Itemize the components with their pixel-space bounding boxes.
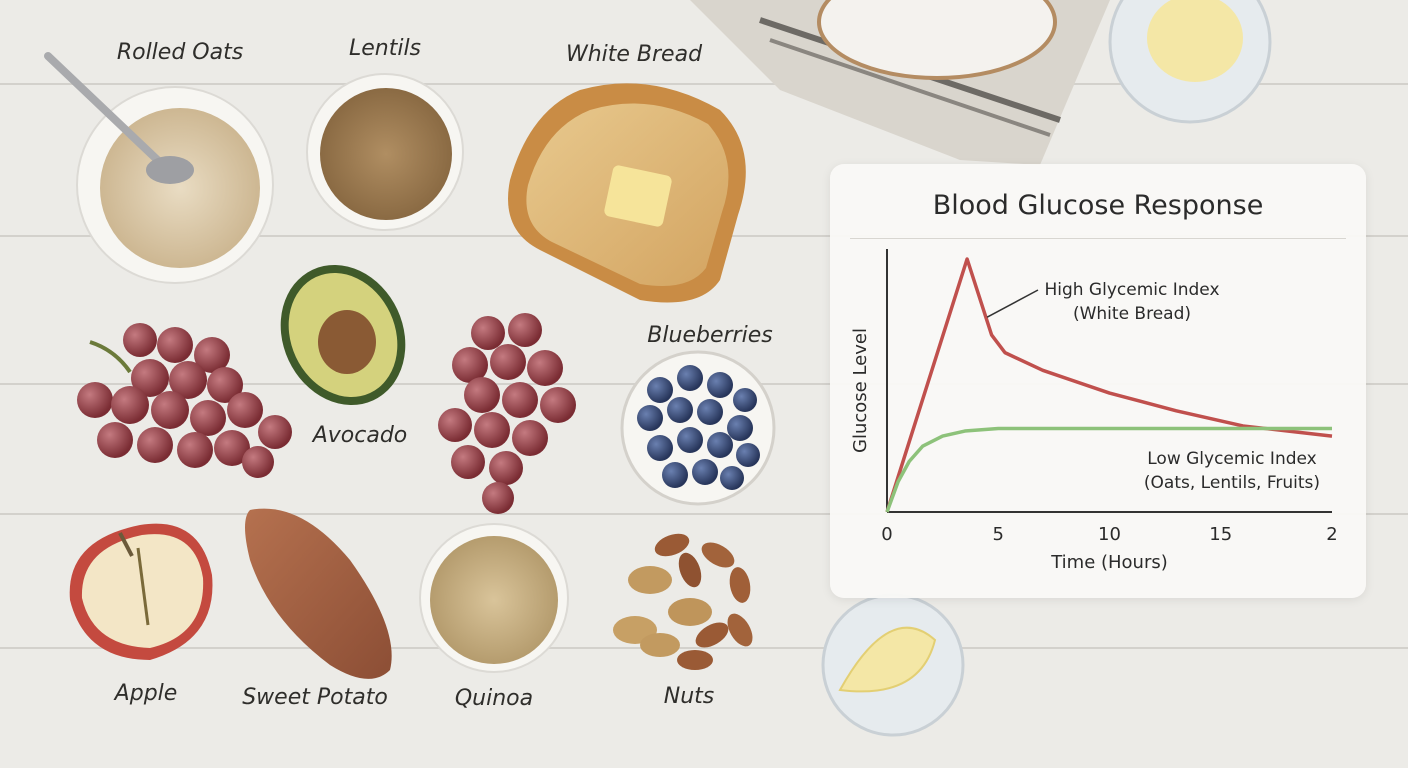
label-blueberries: Blueberries	[647, 323, 773, 348]
label-sweet-potato: Sweet Potato	[242, 685, 388, 710]
grapes-middle	[438, 313, 576, 514]
chart-title: Blood Glucose Response	[932, 190, 1264, 221]
series-layer	[885, 257, 1333, 513]
white-bread-toast	[508, 83, 746, 303]
label-rolled-oats: Rolled Oats	[116, 40, 244, 65]
water-glass-top	[1108, 0, 1272, 124]
x-tick-label: 0	[881, 524, 892, 545]
grapes-left	[77, 323, 292, 478]
high-gi-leader-line	[986, 289, 1039, 318]
high-gi-series-line	[885, 257, 1333, 513]
glucose-chart: Glucose Level Time (Hours) 0 5 10 15 2 High …	[850, 249, 1338, 573]
low-gi-annotation-line: Low Glycemic Index	[1147, 449, 1316, 469]
annotation-layer: High Glycemic Index (White Bread) Low Glyc…	[986, 280, 1320, 493]
x-tick-label: 5	[993, 524, 1004, 545]
x-tick-label: 2	[1326, 524, 1337, 545]
water-glass-bottom	[821, 593, 965, 737]
blueberries-bowl	[620, 350, 776, 506]
x-axis-label: Time (Hours)	[1050, 552, 1168, 573]
rolled-oats-bowl	[44, 52, 274, 284]
label-white-bread: White Bread	[565, 42, 703, 67]
label-lentils: Lentils	[348, 36, 422, 61]
title-divider	[850, 238, 1346, 239]
high-gi-annotation-line: High Glycemic Index	[1044, 280, 1219, 300]
high-gi-annotation-line: (White Bread)	[1073, 304, 1191, 324]
label-avocado: Avocado	[312, 423, 408, 448]
apple-half	[69, 523, 213, 660]
sweet-potato	[245, 508, 392, 679]
label-apple: Apple	[114, 681, 178, 706]
nuts-pile	[613, 533, 753, 670]
x-tick-label: 15	[1209, 524, 1232, 545]
quinoa-bowl	[419, 523, 569, 673]
napkin-and-plate	[690, 0, 1110, 165]
label-nuts: Nuts	[663, 684, 715, 709]
label-quinoa: Quinoa	[454, 686, 534, 711]
glucose-chart-card: Blood Glucose Response Glucose Level Tim…	[830, 164, 1366, 598]
avocado	[280, 264, 406, 406]
low-gi-annotation-line: (Oats, Lentils, Fruits)	[1144, 473, 1320, 493]
x-tick-labels: 0 5 10 15 2	[881, 524, 1337, 545]
low-gi-series-line	[885, 426, 1332, 513]
lentils-bowl	[306, 73, 464, 231]
x-tick-label: 10	[1098, 524, 1121, 545]
y-axis-label: Glucose Level	[850, 328, 871, 453]
